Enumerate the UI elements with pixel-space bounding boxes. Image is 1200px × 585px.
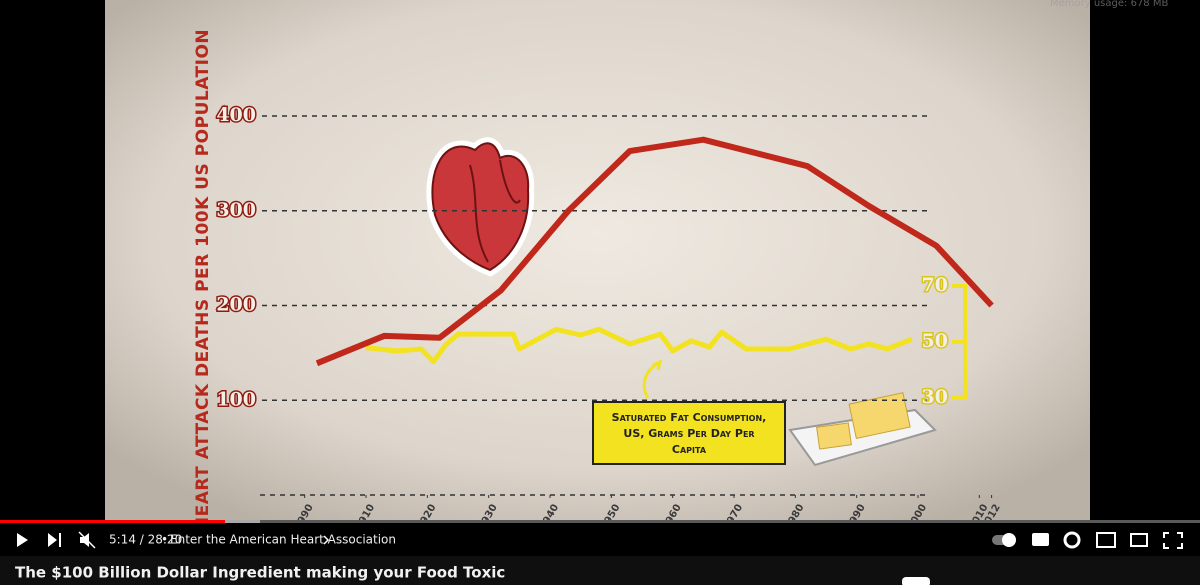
y-axis-label: HEART ATTACK DEATHS PER 100K US POPULATI… [193, 29, 213, 531]
progress-track [0, 520, 1200, 523]
play-button[interactable] [17, 533, 28, 547]
data-line [315, 136, 994, 367]
heart-illustration [426, 137, 535, 277]
annotation-line: US, Grams Per Day Per [623, 427, 754, 440]
time-display: 5:14 / 28:20 [109, 533, 182, 547]
y2-tick-label: 70 [922, 274, 948, 296]
next-button[interactable] [48, 533, 61, 547]
memory-overlay: Memory usage: 678 MB [1050, 0, 1168, 9]
miniplayer-button[interactable] [1096, 532, 1116, 548]
captions-button[interactable] [1032, 533, 1049, 546]
butter-illustration [788, 392, 937, 467]
fullscreen-button[interactable] [1163, 532, 1183, 549]
progress-buffered [225, 520, 260, 523]
y-tick-label: 300 [216, 199, 256, 221]
chapter-title[interactable]: Enter the American Heart Association [170, 533, 396, 547]
autoplay-toggle[interactable] [992, 533, 1016, 547]
progress-played [0, 520, 225, 523]
annotation-box [592, 401, 786, 465]
mute-button[interactable] [78, 531, 96, 549]
y-tick-label: 200 [216, 294, 256, 316]
chapter-chevron[interactable] [323, 535, 330, 545]
y2-tick-label: 50 [922, 330, 948, 352]
separator: • [161, 533, 168, 547]
y-tick-label: 400 [216, 104, 256, 126]
y2-tick-label: 30 [922, 386, 948, 408]
annotation-arrow [642, 359, 663, 399]
annotation-line: Saturated Fat Consumption, [612, 411, 767, 424]
annotation-line: Capita [672, 443, 707, 456]
data-line [365, 326, 913, 365]
y-tick-label: 100 [216, 388, 256, 410]
video-title: The $100 Billion Dollar Ingredient makin… [15, 564, 505, 582]
theater-button[interactable] [1130, 533, 1148, 547]
settings-button[interactable] [1063, 531, 1081, 549]
annotation: Saturated Fat Consumption, US, Grams Per… [592, 359, 786, 465]
action-button[interactable] [902, 577, 930, 585]
